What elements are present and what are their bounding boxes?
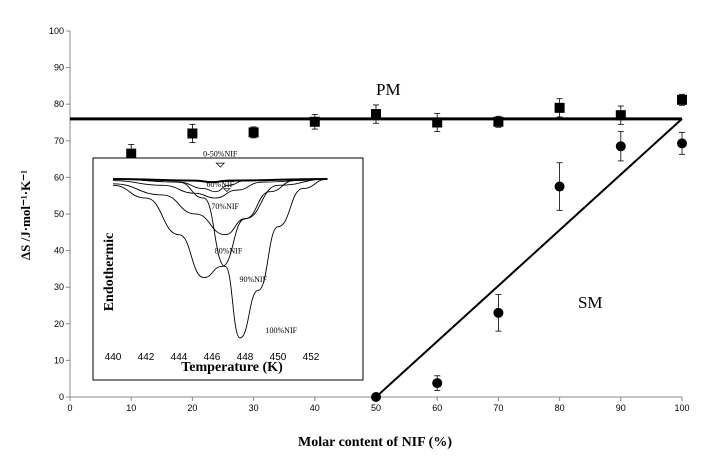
x-tick-label: 70 [493, 403, 503, 413]
y-tick-label: 30 [54, 282, 64, 292]
square-point [126, 148, 137, 159]
inset-curve-labels: 0-50%NIF 60%NIF 70%NIF 80%NIF 90%NIF 100%NIF [203, 149, 297, 335]
inset-x-tick-label: 448 [237, 352, 254, 363]
y-tick-label: 0 [59, 392, 64, 402]
x-axis-title: Molar content of NIF (%) [298, 435, 452, 450]
inset-x-tick-label: 452 [303, 352, 320, 363]
y-tick-label: 60 [54, 172, 64, 182]
inset-curve [112, 178, 328, 339]
x-tick-label: 40 [310, 403, 320, 413]
down-arrow-icon [215, 162, 226, 168]
inset-x-tick-label: 444 [171, 352, 188, 363]
inset-curve [112, 178, 328, 279]
x-tick-label: 30 [249, 403, 259, 413]
y-tick-label: 80 [54, 99, 64, 109]
square-point [554, 102, 565, 113]
square-point [309, 116, 320, 127]
y-tick-label: 50 [54, 209, 64, 219]
y-axis-title: ΔS /J·mol⁻¹·K⁻¹ [18, 170, 33, 260]
x-tick-label: 10 [126, 403, 136, 413]
square-point [371, 109, 381, 120]
square-point [615, 110, 626, 121]
pm-label: PM [376, 80, 401, 99]
circle-point [371, 392, 381, 402]
x-tick-label: 20 [187, 403, 197, 413]
x-tick-label: 100 [674, 403, 689, 413]
inset-curve-label: 100%NIF [266, 326, 298, 335]
y-tick-label: 70 [54, 136, 64, 146]
sm-fit-line [375, 118, 683, 398]
inset-curve-label: 70%NIF [211, 202, 239, 211]
circle-point [432, 378, 443, 389]
inset-x-tick-label: 440 [105, 352, 122, 363]
y-tick-label: 100 [49, 26, 64, 36]
y-tick-label: 90 [54, 63, 64, 73]
inset-curve-label: 90%NIF [239, 275, 267, 284]
x-tick-label: 90 [616, 403, 626, 413]
inset-x-title: Temperature (K) [181, 360, 283, 375]
x-tick-label: 60 [432, 403, 442, 413]
x-tick-label: 0 [67, 403, 72, 413]
circle-point [615, 141, 626, 152]
y-tick-label: 20 [54, 319, 64, 329]
inset-curve [112, 178, 328, 199]
main-data-points [126, 93, 687, 402]
inset-x-tick-label: 442 [138, 352, 155, 363]
inset-curves [112, 178, 328, 339]
circle-point [554, 181, 565, 192]
square-point [432, 117, 443, 128]
y-tick-label: 10 [54, 355, 64, 365]
square-point [677, 94, 687, 105]
x-tick-label: 80 [555, 403, 565, 413]
square-point [248, 127, 259, 138]
circle-point [677, 138, 687, 149]
inset-curve-label: 60%NIF [206, 180, 234, 189]
square-point [493, 116, 504, 127]
x-tick-label: 50 [371, 403, 381, 413]
y-tick-label: 40 [54, 246, 64, 256]
inset-curve [112, 178, 328, 236]
inset-ticks: 440 442 444 446 448 450 452 [105, 352, 320, 363]
main-axes: 0 10 20 30 40 50 60 70 80 90 100 0 10 20 30 40 50 60 70 80 9… [49, 26, 690, 413]
square-point [187, 128, 198, 139]
inset-frame [92, 157, 364, 381]
sm-label: SM [578, 293, 603, 312]
inset-y-title: Endothermic [102, 233, 117, 312]
circle-point [493, 307, 504, 318]
down-arrow-icon [223, 188, 231, 193]
inset-curve-label: 80%NIF [215, 247, 243, 256]
inset-dsc-chart: 0-50%NIF60%NIF70%NIF80%NIF90%NIF100%NIF … [92, 149, 364, 381]
inset-x-tick-label: 446 [204, 352, 221, 363]
main-annotations: PM SM [376, 80, 603, 312]
inset-curve-label: 0-50%NIF [203, 149, 238, 158]
inset-x-tick-label: 450 [270, 352, 287, 363]
